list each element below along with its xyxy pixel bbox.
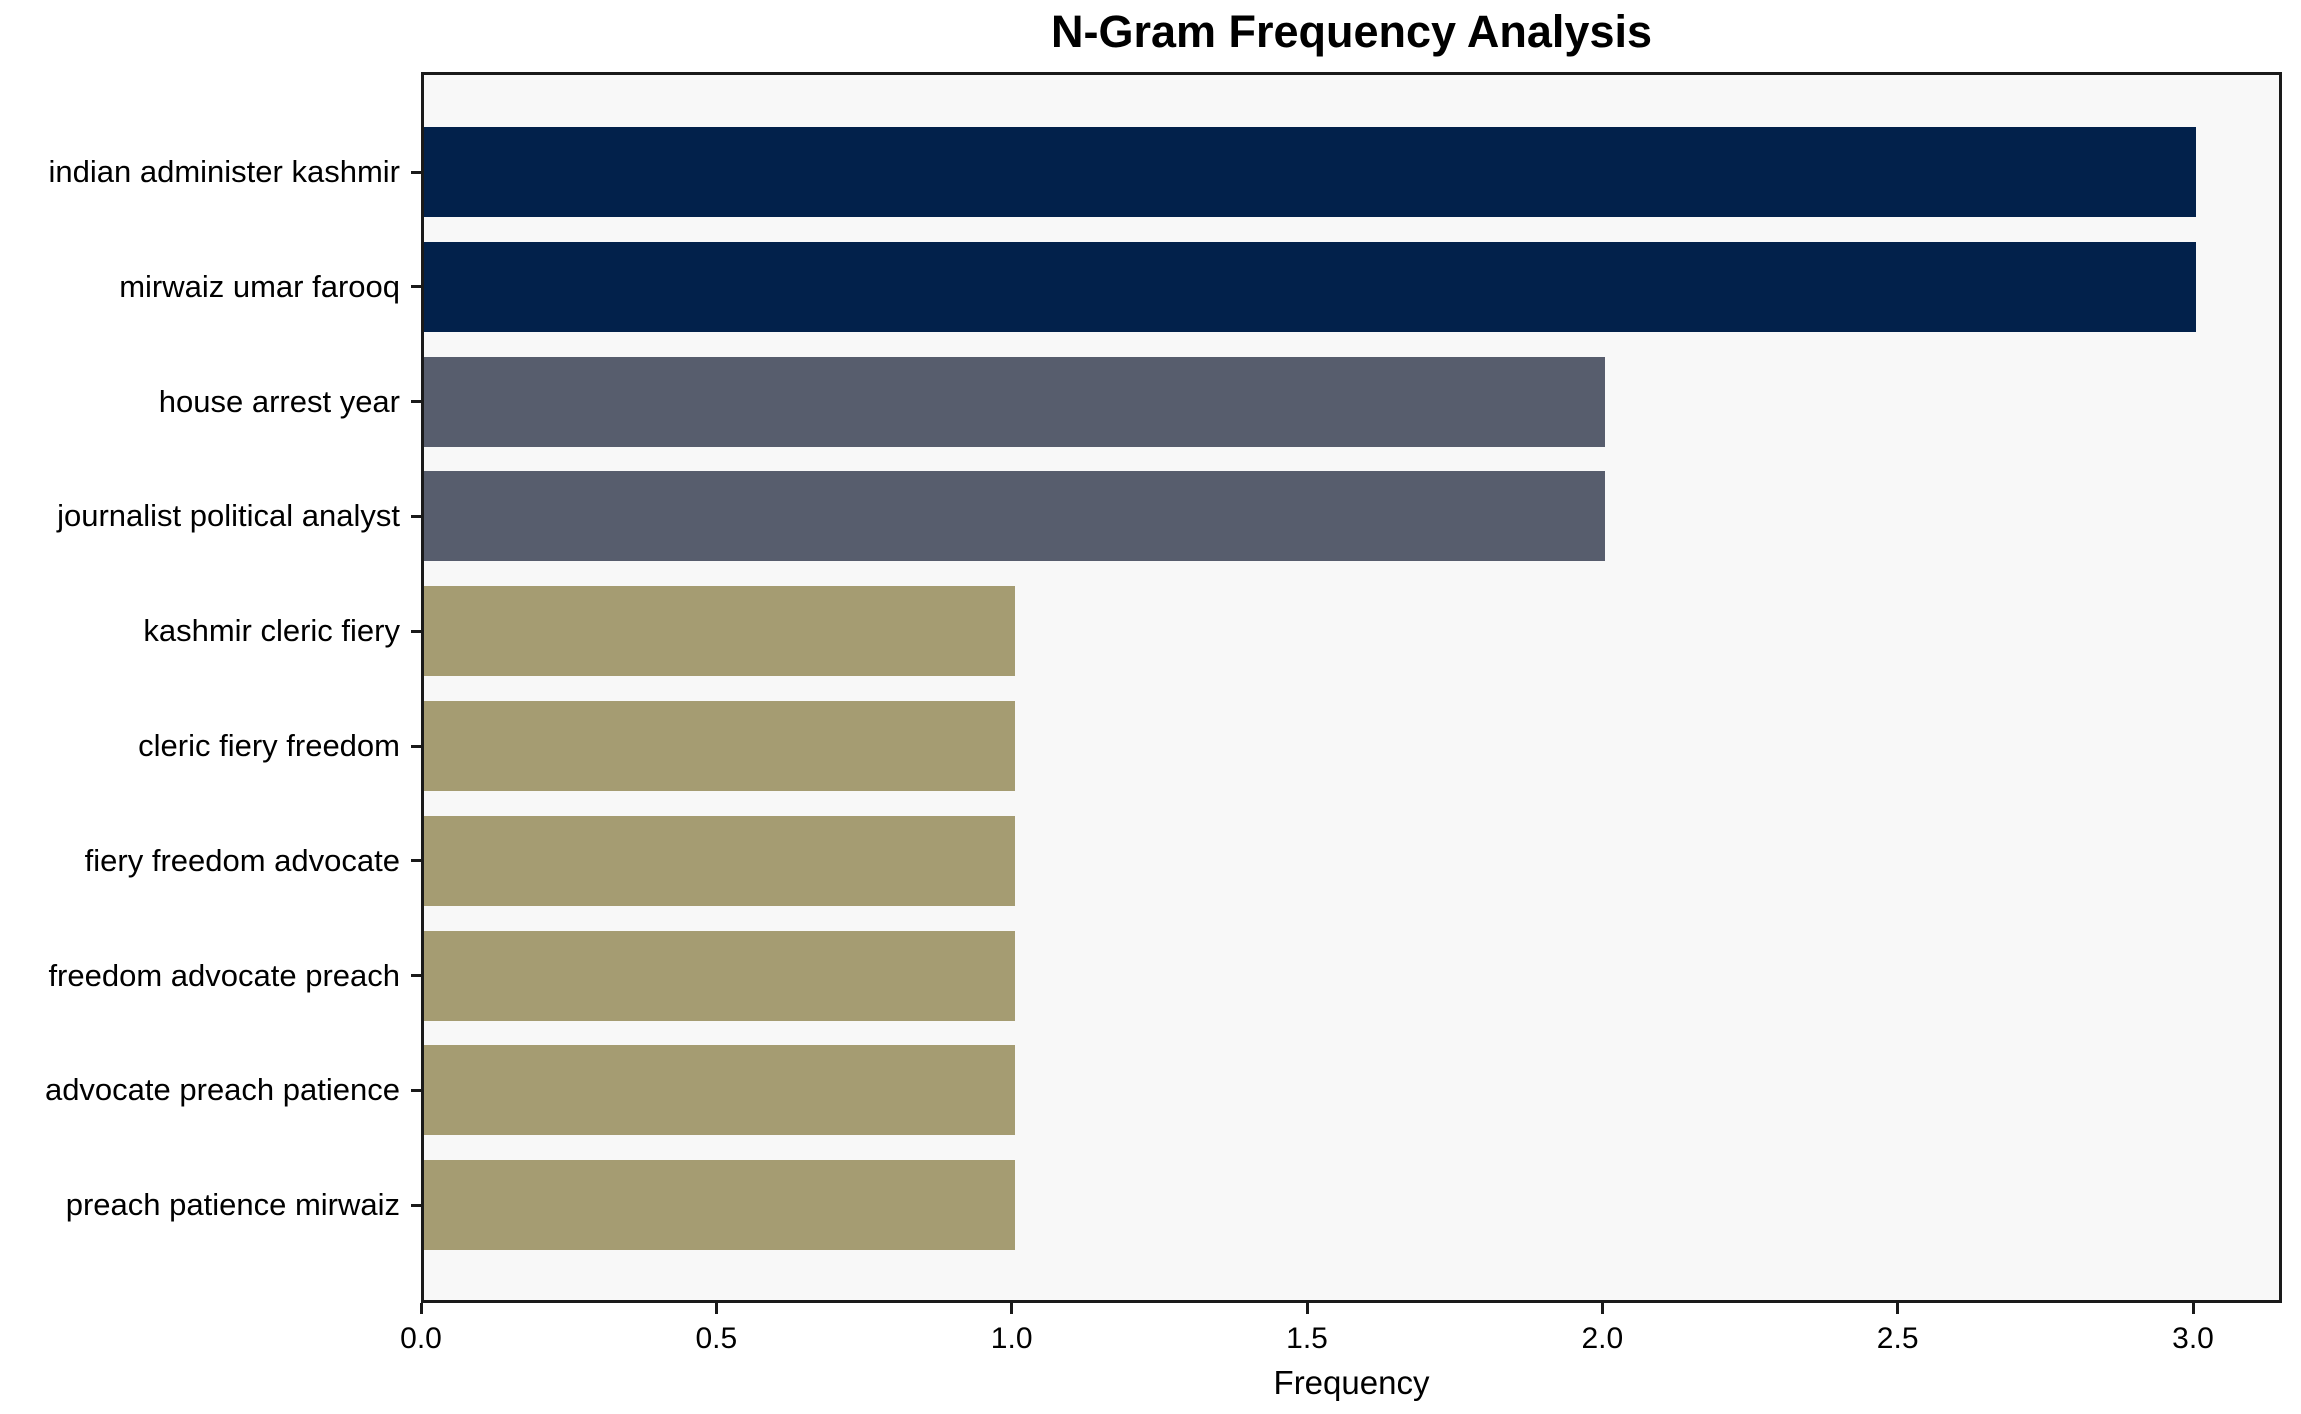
x-tick-mark — [1305, 1303, 1309, 1314]
y-tick-mark — [411, 400, 421, 404]
y-tick-mark — [411, 1088, 421, 1092]
x-tick-mark — [2191, 1303, 2195, 1314]
x-tick-label: 3.0 — [2172, 1322, 2214, 1355]
y-tick-label: journalist political analyst — [57, 498, 400, 534]
bar-house-arrest-year — [424, 356, 1605, 447]
bar-kashmir-cleric-fiery — [424, 586, 1015, 677]
bar-mirwaiz-umar-farooq — [424, 241, 2196, 332]
y-tick-label: preach patience mirwaiz — [65, 1187, 400, 1223]
x-tick-label: 0.0 — [400, 1322, 442, 1355]
x-tick-mark — [1010, 1303, 1014, 1314]
x-tick-label: 1.0 — [990, 1322, 1033, 1355]
x-tick-mark — [1600, 1303, 1604, 1314]
y-tick-mark — [411, 859, 421, 863]
bar-cleric-fiery-freedom — [424, 701, 1015, 791]
y-tick-label: indian administer kashmir — [48, 154, 400, 189]
y-tick-label: cleric fiery freedom — [138, 728, 400, 763]
bar-preach-patience-mirwaiz — [424, 1160, 1015, 1251]
x-tick-label: 2.5 — [1876, 1322, 1919, 1355]
bar-advocate-preach-patience — [424, 1045, 1015, 1136]
chart-title: N-Gram Frequency Analysis — [1050, 6, 1653, 57]
y-tick-mark — [411, 514, 421, 518]
bar-journalist-political-analyst — [424, 471, 1605, 562]
y-tick-mark — [411, 974, 421, 978]
bar-indian-administer-kashmir — [424, 127, 2196, 217]
x-tick-label: 0.5 — [695, 1322, 738, 1355]
y-tick-label: freedom advocate preach — [48, 957, 400, 993]
plot-area — [421, 72, 2282, 1303]
bar-fiery-freedom-advocate — [424, 815, 1015, 906]
x-tick-mark — [1896, 1303, 1900, 1314]
y-tick-label: house arrest year — [158, 383, 400, 419]
x-tick-mark — [419, 1303, 423, 1314]
y-tick-mark — [411, 1203, 421, 1207]
x-tick-label: 2.0 — [1581, 1322, 1624, 1355]
x-tick-mark — [714, 1303, 718, 1314]
bar-freedom-advocate-preach — [424, 930, 1015, 1021]
y-tick-label: mirwaiz umar farooq — [119, 268, 400, 304]
y-tick-label: kashmir cleric fiery — [143, 613, 400, 649]
y-tick-label: advocate preach patience — [44, 1072, 400, 1108]
y-tick-label: fiery freedom advocate — [84, 842, 400, 878]
y-tick-mark — [411, 285, 421, 289]
x-axis-label: Frequency — [1273, 1364, 1430, 1401]
x-tick-label: 1.5 — [1286, 1322, 1328, 1355]
y-tick-mark — [411, 629, 421, 633]
y-tick-mark — [411, 170, 421, 174]
y-tick-mark — [411, 744, 421, 748]
